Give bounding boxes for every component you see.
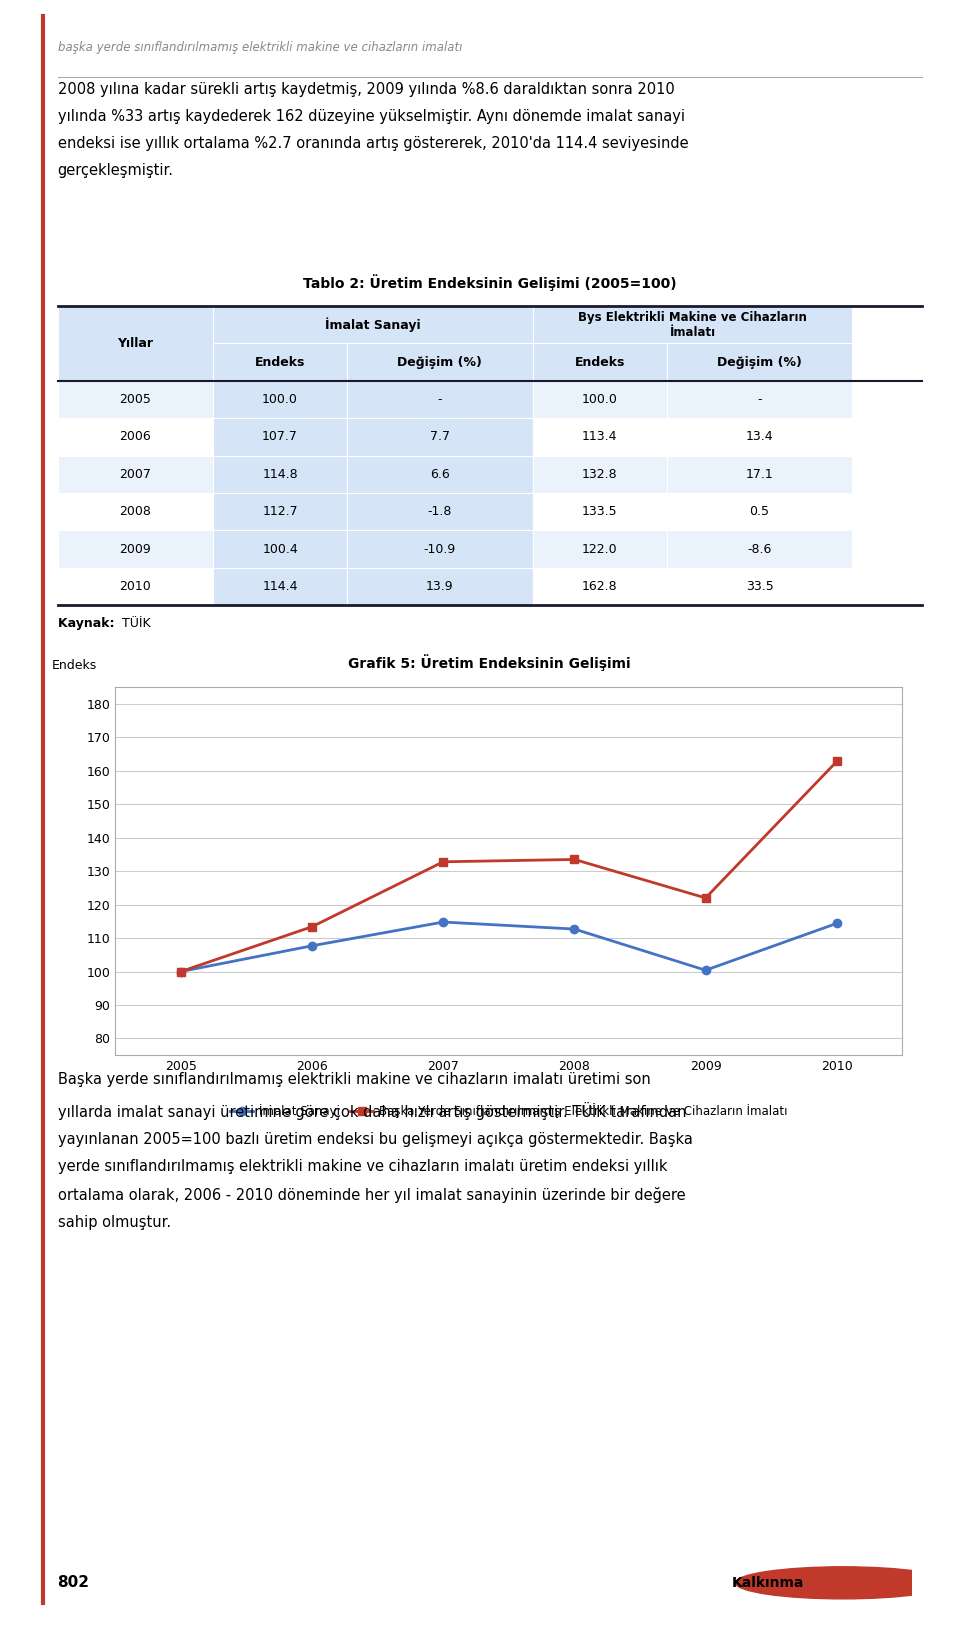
Text: 133.5: 133.5: [582, 506, 617, 519]
Text: Değişim (%): Değişim (%): [397, 355, 482, 368]
FancyBboxPatch shape: [213, 568, 347, 605]
FancyBboxPatch shape: [347, 344, 533, 381]
FancyBboxPatch shape: [347, 419, 533, 455]
FancyBboxPatch shape: [347, 381, 533, 419]
FancyBboxPatch shape: [533, 530, 666, 568]
Text: başka yerde sınıflandırılmamış elektrikli makine ve cihazların imalatı: başka yerde sınıflandırılmamış elektrikl…: [58, 41, 462, 54]
Text: 13.9: 13.9: [426, 581, 454, 594]
FancyBboxPatch shape: [666, 530, 852, 568]
Text: Bys Elektrikli Makine ve Cihazların
İmalatı: Bys Elektrikli Makine ve Cihazların İmal…: [578, 311, 807, 339]
Text: 162.8: 162.8: [582, 581, 617, 594]
Text: -1.8: -1.8: [428, 506, 452, 519]
FancyBboxPatch shape: [58, 530, 213, 568]
Text: Başka yerde sınıflandırılmamış elektrikli makine ve cihazların imalatı üretimi s: Başka yerde sınıflandırılmamış elektrikl…: [58, 1072, 692, 1230]
Circle shape: [735, 1567, 950, 1598]
FancyBboxPatch shape: [347, 568, 533, 605]
FancyBboxPatch shape: [347, 455, 533, 492]
Text: -: -: [757, 393, 762, 406]
FancyBboxPatch shape: [213, 530, 347, 568]
FancyBboxPatch shape: [666, 381, 852, 419]
Text: 2008 yılına kadar sürekli artış kaydetmiş, 2009 yılında %8.6 daraldıktan sonra 2: 2008 yılına kadar sürekli artış kaydetmi…: [58, 82, 688, 178]
FancyBboxPatch shape: [213, 306, 533, 344]
Legend: İmalat Sanayi, Başka Yerde Sınıflandırılmamış Elektrikli Makine ve Cihazların İm: İmalat Sanayi, Başka Yerde Sınıflandırıl…: [225, 1099, 793, 1122]
Text: Endeks: Endeks: [52, 659, 98, 672]
Text: 2006: 2006: [119, 430, 152, 443]
Text: 112.7: 112.7: [262, 506, 298, 519]
FancyBboxPatch shape: [533, 344, 666, 381]
Text: Kalkınma: Kalkınma: [732, 1575, 804, 1590]
Text: 132.8: 132.8: [582, 468, 617, 481]
Text: Yıllar: Yıllar: [117, 337, 154, 350]
Text: 107.7: 107.7: [262, 430, 298, 443]
FancyBboxPatch shape: [533, 306, 852, 344]
Text: 2007: 2007: [119, 468, 152, 481]
FancyBboxPatch shape: [213, 344, 347, 381]
FancyBboxPatch shape: [533, 455, 666, 492]
Text: 13.4: 13.4: [746, 430, 774, 443]
FancyBboxPatch shape: [213, 455, 347, 492]
FancyBboxPatch shape: [58, 455, 213, 492]
Text: 122.0: 122.0: [582, 543, 617, 556]
Text: 17.1: 17.1: [746, 468, 774, 481]
FancyBboxPatch shape: [58, 568, 213, 605]
Text: 802: 802: [58, 1575, 89, 1590]
FancyBboxPatch shape: [58, 306, 213, 381]
Text: 113.4: 113.4: [582, 430, 617, 443]
Text: Endeks: Endeks: [575, 355, 625, 368]
Text: 33.5: 33.5: [746, 581, 774, 594]
Text: -8.6: -8.6: [748, 543, 772, 556]
Text: Kaynak:: Kaynak:: [58, 617, 118, 630]
FancyBboxPatch shape: [533, 492, 666, 530]
Text: 100.4: 100.4: [262, 543, 298, 556]
Text: Değişim (%): Değişim (%): [717, 355, 802, 368]
FancyBboxPatch shape: [533, 568, 666, 605]
FancyBboxPatch shape: [347, 530, 533, 568]
FancyBboxPatch shape: [666, 419, 852, 455]
Text: 2005: 2005: [119, 393, 152, 406]
Text: 114.8: 114.8: [262, 468, 298, 481]
Text: 7.7: 7.7: [430, 430, 450, 443]
FancyBboxPatch shape: [58, 492, 213, 530]
FancyBboxPatch shape: [666, 568, 852, 605]
FancyBboxPatch shape: [666, 492, 852, 530]
FancyBboxPatch shape: [666, 455, 852, 492]
FancyBboxPatch shape: [533, 419, 666, 455]
Text: 2008: 2008: [119, 506, 152, 519]
Text: 0.5: 0.5: [750, 506, 770, 519]
Text: 6.6: 6.6: [430, 468, 450, 481]
Text: TÜİK: TÜİK: [122, 617, 151, 630]
FancyBboxPatch shape: [533, 381, 666, 419]
Text: -: -: [438, 393, 443, 406]
Text: Grafik 5: Üretim Endeksinin Gelişimi: Grafik 5: Üretim Endeksinin Gelişimi: [348, 654, 631, 671]
Text: İmalat Sanayi: İmalat Sanayi: [325, 317, 420, 332]
FancyBboxPatch shape: [347, 492, 533, 530]
FancyBboxPatch shape: [213, 419, 347, 455]
FancyBboxPatch shape: [58, 381, 213, 419]
Text: -10.9: -10.9: [423, 543, 456, 556]
Text: 100.0: 100.0: [262, 393, 298, 406]
FancyBboxPatch shape: [58, 419, 213, 455]
Text: 2009: 2009: [119, 543, 152, 556]
Text: Endeks: Endeks: [255, 355, 305, 368]
Text: 100.0: 100.0: [582, 393, 617, 406]
FancyBboxPatch shape: [213, 381, 347, 419]
FancyBboxPatch shape: [213, 492, 347, 530]
FancyBboxPatch shape: [666, 344, 852, 381]
Text: 114.4: 114.4: [262, 581, 298, 594]
Text: Tablo 2: Üretim Endeksinin Gelişimi (2005=100): Tablo 2: Üretim Endeksinin Gelişimi (200…: [302, 275, 677, 291]
Text: 2010: 2010: [119, 581, 152, 594]
